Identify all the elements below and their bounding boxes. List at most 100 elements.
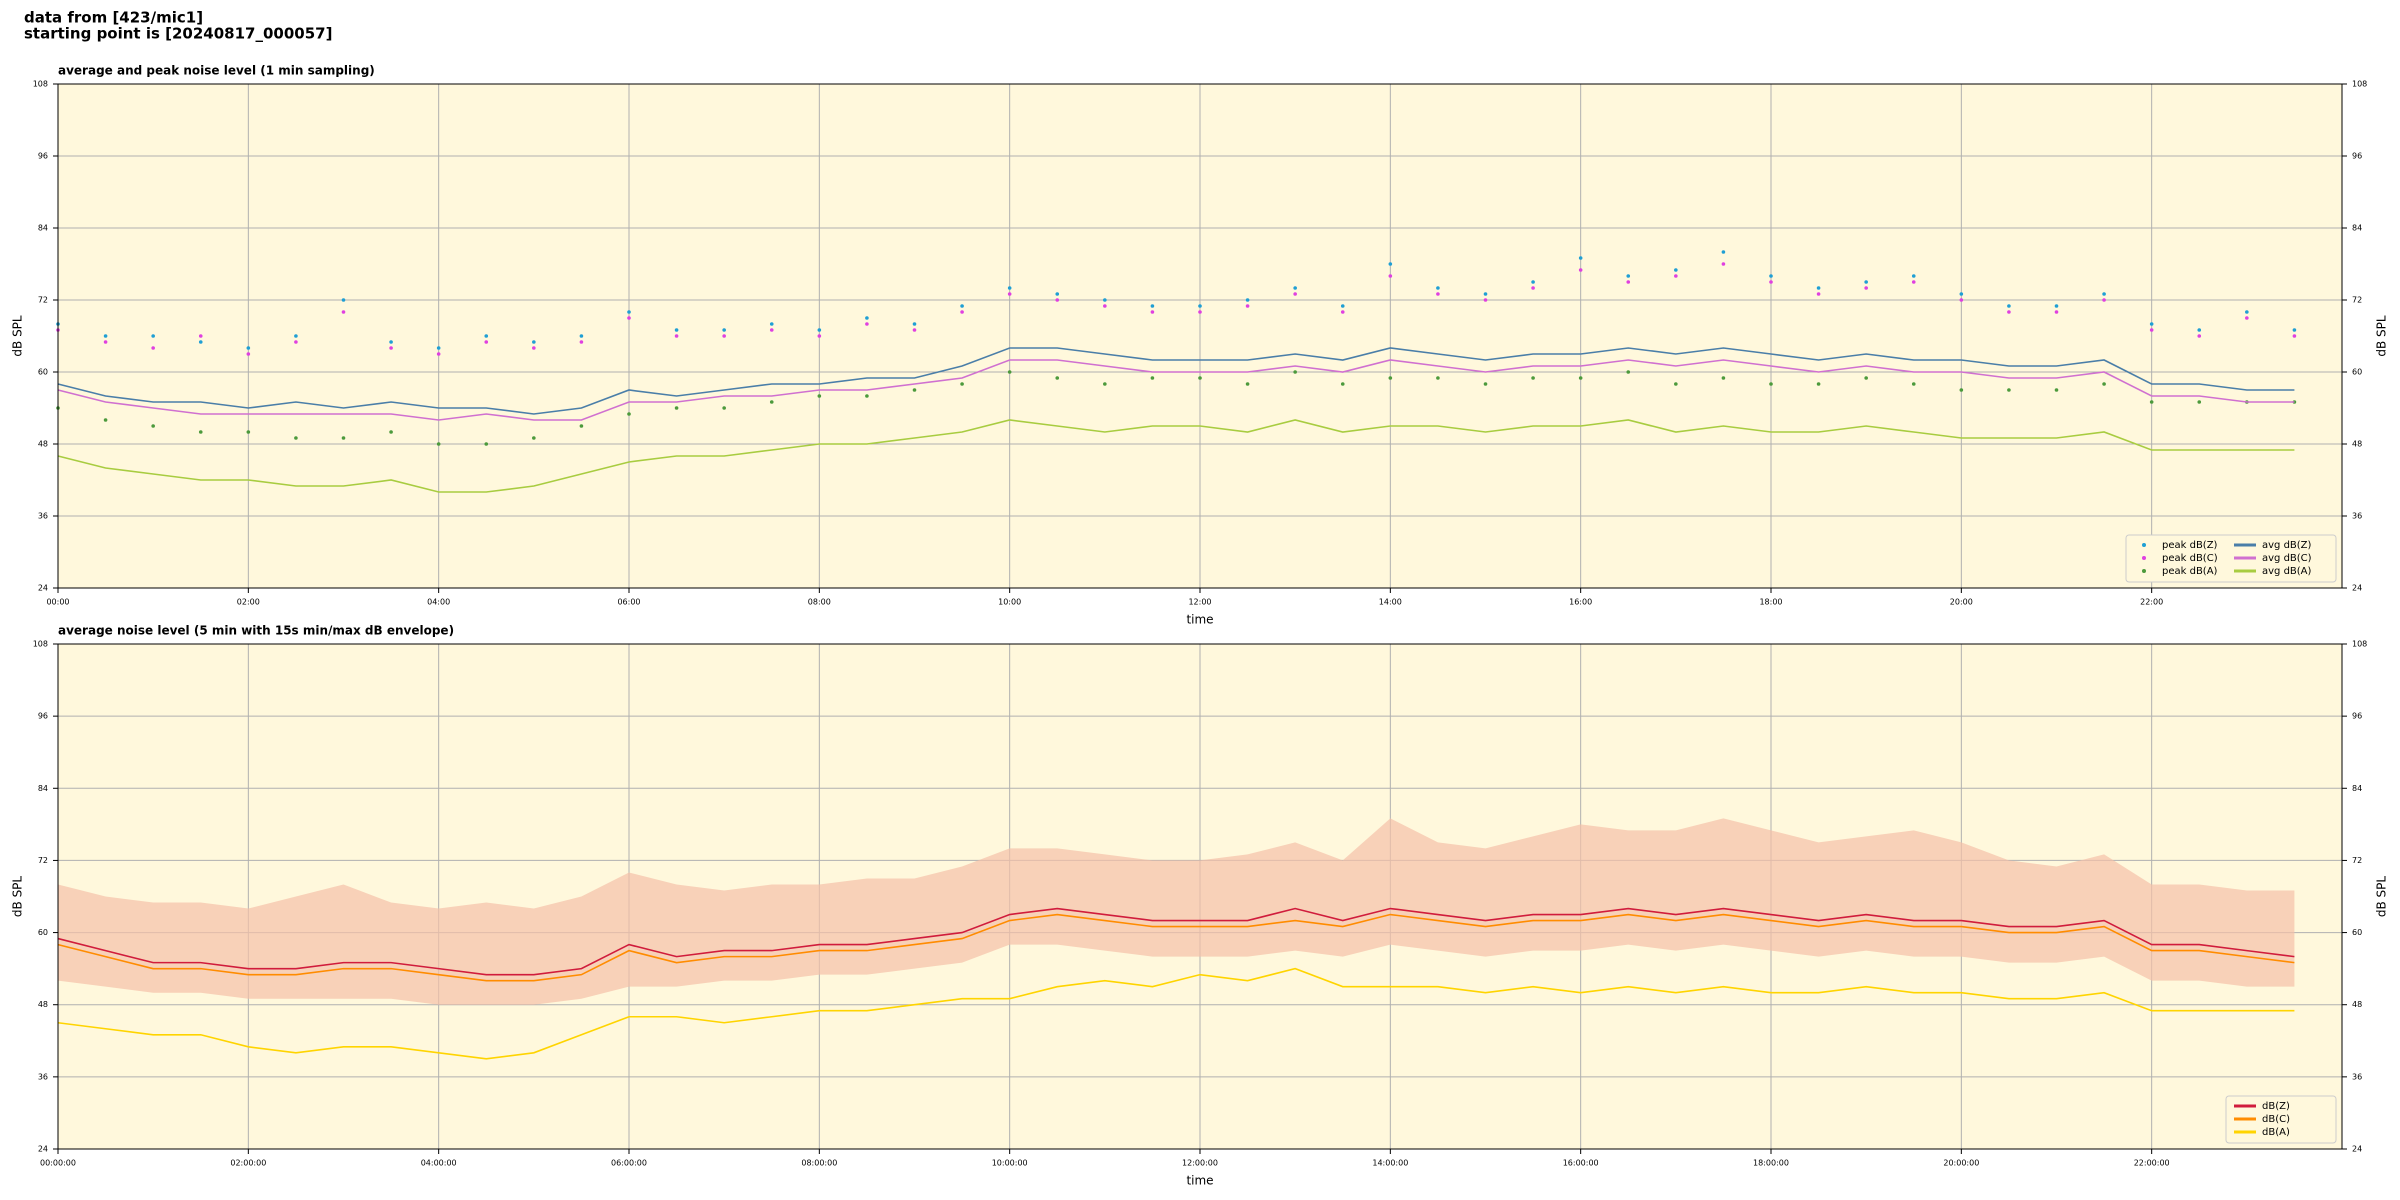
y-tick-label: 36 [2352,1072,2362,1081]
peak-dot [674,406,679,410]
chart-title: average and peak noise level (1 min samp… [58,64,375,78]
header-line: data from [423/mic1] [24,9,203,27]
y-tick-label: 96 [2352,712,2362,721]
peak-dot [2292,328,2297,332]
y-tick-label: 108 [2352,640,2367,649]
peak-dot [627,412,631,416]
peak-dot [532,346,536,350]
peak-dot [1531,280,1535,284]
peak-dot [1531,376,1535,380]
peak-dot [1864,280,1868,284]
peak-dot [294,436,298,440]
x-tick-label: 22:00:00 [2134,1159,2170,1168]
peak-dot [865,316,869,320]
peak-dot [1245,382,1250,386]
peak-dot [1769,274,1773,278]
y-tick-label: 24 [38,584,48,593]
peak-dot [294,334,298,338]
peak-dot [1483,382,1488,386]
legend-box [2125,534,2337,583]
x-tick-label: 18:00 [1759,598,1782,607]
series-line [57,359,2295,421]
peak-dot [1293,370,1297,374]
peak-dot [1864,376,1868,380]
peak-dot [865,322,869,326]
peak-dot [246,346,251,350]
peak-dot [1674,382,1678,386]
legend-label: avg dB(A) [2262,566,2312,577]
y-tick-label: 72 [38,296,48,305]
header-line: starting point is [20240817_000057] [24,25,332,43]
peak-dot [151,424,155,428]
y-tick-label: 36 [2352,512,2362,521]
peak-dot [1198,304,1202,308]
peak-dot [960,304,964,308]
peak-dot [2054,304,2059,308]
peak-dot [1436,376,1440,380]
peak-dot [1626,274,1631,278]
peak-dot [2245,310,2249,314]
peak-dot [1721,262,1726,266]
y-tick-label: 96 [2352,152,2362,161]
peak-dot [1007,286,1012,290]
peak-dot [1769,280,1773,284]
peak-dot [1340,310,1345,314]
peak-dot [2007,388,2011,392]
peak-dot [1150,376,1155,380]
peak-dot [1245,298,1250,302]
peak-dot [627,310,631,314]
legend-label: peak dB(A) [2162,566,2218,577]
peak-dot [1388,262,1393,266]
peak-dot [1816,292,1821,296]
peak-dot [1245,304,1250,308]
peak-dot [817,394,822,398]
x-tick-label: 10:00:00 [992,1159,1028,1168]
peak-dot [1911,274,1916,278]
y-tick-label: 48 [38,440,48,449]
x-tick-label: 12:00 [1188,598,1211,607]
x-tick-label: 20:00:00 [1943,1159,1979,1168]
peak-dot [2197,334,2202,338]
peak-dot [1674,274,1678,278]
peak-dot [198,334,203,338]
y-tick-label: 60 [2352,928,2362,937]
x-tick-label: 04:00:00 [421,1159,457,1168]
y-tick-label: 72 [2352,296,2362,305]
peak-dot [1959,298,1964,302]
y-tick-label: 108 [2352,80,2367,89]
peak-dot [912,388,917,392]
peak-dot [389,430,393,434]
plot-frame [57,83,2343,589]
y-tick-label: 108 [33,640,48,649]
peak-dot [1340,304,1345,308]
peak-dot [817,328,822,332]
peak-dot [912,328,917,332]
peak-dot [1007,370,1012,374]
y-tick-label: 24 [2352,584,2362,593]
peak-dot [1626,280,1631,284]
peak-dot [389,340,393,344]
x-tick-label: 16:00 [1569,598,1592,607]
peak-dot [2007,310,2011,314]
x-tick-label: 20:00 [1950,598,1973,607]
y-tick-label: 36 [38,512,48,521]
peak-dot [532,436,536,440]
peak-dot [151,334,155,338]
series-line [57,419,2295,493]
peak-dot [722,406,726,410]
peak-dot [1055,376,1060,380]
peak-dot [1578,268,1583,272]
peak-dot [341,310,346,314]
x-tick-label: 08:00:00 [801,1159,837,1168]
y-axis-label: dB SPL [11,315,25,357]
legend-label: peak dB(C) [2162,553,2218,564]
peak-dot [1055,298,1060,302]
x-tick-label: 12:00:00 [1182,1159,1218,1168]
y-tick-label: 48 [2352,1000,2362,1009]
peak-dot [151,346,155,350]
peak-dot [103,334,108,338]
peak-dot [2102,382,2106,386]
y-tick-label: 60 [2352,368,2362,377]
peak-dot [1769,382,1773,386]
